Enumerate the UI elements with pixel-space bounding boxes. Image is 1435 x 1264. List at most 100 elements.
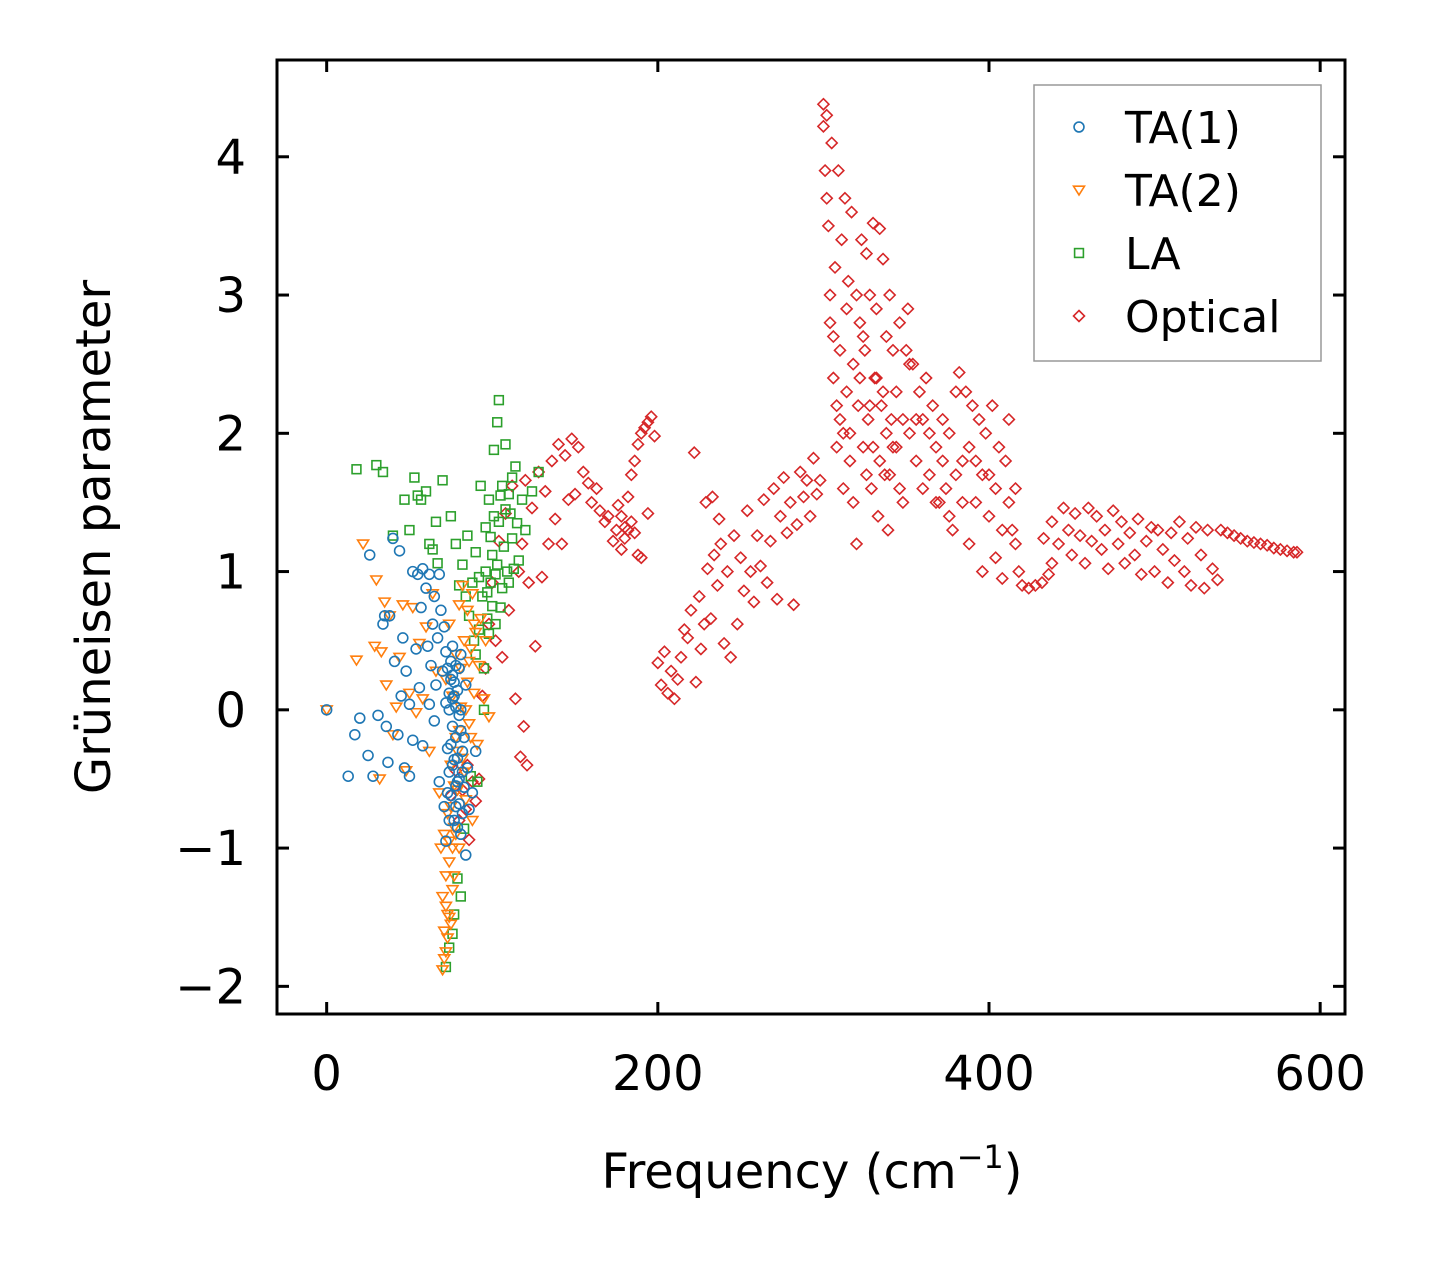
point-optical — [710, 578, 725, 593]
point-ta2 — [356, 539, 371, 551]
point-ta1 — [443, 704, 455, 716]
point-optical — [1037, 531, 1051, 546]
point-optical — [869, 371, 884, 385]
point-optical — [1205, 562, 1220, 576]
point-ta2 — [465, 589, 480, 601]
point-optical — [844, 205, 859, 219]
point-ta1 — [423, 568, 436, 581]
point-optical — [1106, 504, 1120, 518]
point-optical — [1035, 575, 1049, 590]
point-optical — [614, 542, 629, 557]
point-optical — [1008, 537, 1023, 551]
point-optical — [969, 454, 983, 468]
point-ta1 — [466, 787, 479, 799]
point-ta1 — [403, 770, 416, 782]
point-optical — [1045, 515, 1059, 529]
point-optical — [657, 645, 672, 659]
point-optical — [1147, 564, 1162, 579]
point-ta2 — [453, 702, 468, 714]
point-optical — [1194, 548, 1208, 562]
point-optical — [1015, 578, 1029, 593]
point-ta2 — [442, 912, 457, 924]
point-optical — [825, 136, 839, 150]
point-optical — [777, 470, 791, 485]
point-optical — [892, 316, 907, 330]
point-optical — [949, 468, 963, 482]
point-optical — [830, 440, 844, 454]
point-la — [526, 486, 538, 497]
point-optical — [555, 537, 569, 551]
point-ta2 — [382, 611, 397, 623]
point-ta2 — [379, 680, 394, 692]
point-optical — [628, 454, 642, 468]
point-optical — [936, 454, 950, 468]
point-optical — [902, 426, 917, 440]
point-optical — [932, 495, 946, 510]
point-optical — [800, 473, 814, 487]
point-ta1 — [448, 814, 460, 827]
point-la — [488, 511, 500, 522]
axis-ticks — [277, 60, 1345, 1014]
point-ta1 — [433, 775, 446, 788]
point-optical — [1164, 526, 1178, 540]
point-optical — [737, 584, 751, 598]
point-optical — [830, 399, 844, 413]
point-optical — [922, 468, 937, 482]
point-ta2 — [478, 636, 493, 648]
point-optical — [856, 329, 870, 344]
point-la — [424, 538, 435, 550]
legend-markers — [1072, 121, 1086, 323]
point-optical — [866, 216, 880, 230]
point-optical — [949, 385, 963, 399]
point-optical — [508, 692, 523, 706]
point-ta1 — [446, 640, 459, 652]
point-ta2 — [450, 746, 465, 758]
legend-marker-optical — [1072, 309, 1086, 323]
point-ta1 — [455, 648, 467, 661]
point-ta1 — [460, 849, 472, 861]
point-la — [377, 466, 389, 478]
point-optical — [697, 617, 711, 631]
point-optical — [720, 564, 735, 579]
point-la — [520, 524, 531, 536]
point-optical — [561, 493, 576, 507]
point-optical — [1139, 534, 1153, 548]
point-ta2 — [415, 694, 430, 706]
point-ta2 — [440, 933, 455, 945]
point-ta1 — [455, 704, 467, 716]
point-ta1 — [453, 662, 465, 675]
point-ta1 — [363, 549, 376, 561]
point-ta1 — [458, 781, 470, 794]
point-optical — [621, 523, 635, 537]
point-ta1 — [395, 690, 407, 702]
point-ta1 — [342, 770, 354, 782]
point-ta1 — [425, 659, 437, 672]
x-axis-title-suffix: ) — [1004, 1144, 1023, 1200]
point-la — [503, 577, 515, 588]
point-optical — [810, 487, 824, 501]
point-ta2 — [467, 619, 481, 631]
point-ta1 — [367, 770, 379, 782]
point-optical — [1290, 545, 1304, 559]
point-optical — [846, 357, 860, 371]
point-optical — [835, 233, 849, 247]
point-optical — [823, 316, 837, 330]
point-ta1 — [383, 610, 396, 622]
point-optical — [684, 603, 698, 617]
point-optical — [962, 440, 976, 454]
point-optical — [740, 504, 754, 518]
point-optical — [846, 495, 860, 510]
point-optical — [1094, 542, 1109, 557]
point-optical — [1101, 562, 1115, 576]
point-optical — [538, 484, 552, 499]
point-ta1 — [413, 681, 426, 694]
legend: TA(1) TA(2) LA Optical — [1033, 84, 1322, 362]
point-optical — [770, 592, 784, 606]
point-optical — [959, 385, 973, 399]
point-optical — [689, 675, 703, 689]
x-tick-labels: 0 200 400 600 — [311, 1046, 1366, 1102]
point-ta2 — [463, 644, 478, 656]
y-tick-label: 4 — [215, 130, 246, 186]
point-ta1 — [455, 828, 467, 841]
legend-marker-la — [1073, 247, 1085, 259]
